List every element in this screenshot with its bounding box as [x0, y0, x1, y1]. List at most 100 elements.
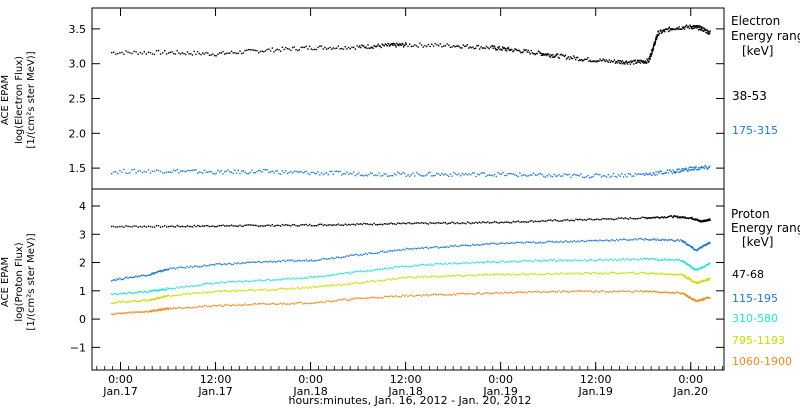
proton-point-310-580 [198, 284, 200, 287]
electron-point-38-53 [392, 44, 394, 46]
proton-point-310-580 [541, 260, 543, 262]
proton-point-310-580 [679, 260, 682, 262]
proton-point-115-195 [422, 247, 424, 249]
proton-point-47-68 [439, 222, 441, 224]
proton-point-310-580 [420, 264, 423, 266]
proton-point-115-195 [553, 241, 555, 244]
proton-point-1060-1900 [112, 314, 114, 316]
electron-point-38-53 [375, 46, 377, 48]
proton-point-1060-1900 [281, 303, 284, 305]
proton-point-310-580 [536, 260, 538, 262]
proton-point-795-1193 [319, 285, 321, 287]
electron-point-175-315 [395, 174, 397, 176]
electron-point-175-315 [519, 172, 521, 174]
electron-point-175-315 [688, 168, 690, 170]
proton-point-310-580 [669, 259, 671, 261]
electron-point-175-315 [166, 171, 168, 173]
proton-point-795-1193 [285, 288, 287, 290]
proton-point-795-1193 [244, 290, 246, 292]
electron-point-38-53 [393, 44, 395, 46]
proton-point-310-580 [195, 285, 197, 287]
proton-point-1060-1900 [420, 295, 423, 297]
proton-point-47-68 [195, 225, 197, 228]
proton-point-1060-1900 [573, 290, 575, 293]
proton-point-1060-1900 [232, 304, 234, 306]
electron-point-175-315 [266, 169, 268, 171]
proton-point-795-1193 [147, 299, 150, 302]
proton-point-795-1193 [580, 273, 582, 275]
electron-point-38-53 [351, 46, 353, 48]
proton-point-310-580 [179, 286, 182, 288]
electron-point-38-53 [537, 50, 540, 52]
proton-point-1060-1900 [334, 300, 336, 302]
proton-point-47-68 [232, 225, 234, 227]
proton-point-310-580 [662, 259, 664, 261]
proton-point-310-580 [451, 263, 453, 265]
proton-point-47-68 [117, 226, 119, 228]
electron-point-38-53 [454, 46, 456, 48]
proton-point-795-1193 [437, 276, 440, 278]
proton-point-310-580 [648, 259, 650, 261]
electron-point-175-315 [656, 174, 658, 176]
electron-point-38-53 [143, 51, 145, 53]
proton-point-795-1193 [155, 298, 157, 301]
electron-point-175-315 [544, 176, 547, 178]
proton-point-47-68 [641, 216, 643, 218]
proton-point-1060-1900 [291, 302, 294, 304]
proton-point-115-195 [375, 252, 377, 255]
proton-point-795-1193 [246, 290, 248, 292]
proton-point-795-1193 [471, 274, 474, 276]
proton-point-115-195 [655, 239, 657, 241]
proton-point-795-1193 [235, 290, 238, 292]
proton-point-115-195 [684, 241, 687, 244]
proton-point-115-195 [527, 241, 530, 243]
proton-point-47-68 [181, 225, 183, 227]
proton-point-310-580 [626, 258, 628, 260]
electron-point-38-53 [589, 59, 591, 62]
proton-point-795-1193 [222, 290, 224, 292]
proton-point-1060-1900 [436, 294, 438, 296]
electron-point-38-53 [344, 46, 346, 48]
proton-point-1060-1900 [359, 297, 362, 299]
proton-point-310-580 [585, 260, 587, 262]
proton-point-47-68 [375, 224, 377, 226]
proton-point-795-1193 [698, 281, 700, 283]
proton-point-795-1193 [544, 273, 547, 276]
electron-point-38-53 [563, 55, 566, 58]
proton-point-1060-1900 [244, 303, 246, 305]
proton-point-795-1193 [254, 290, 256, 292]
electron-point-175-315 [692, 167, 695, 169]
proton-point-795-1193 [422, 276, 424, 278]
electron-point-38-53 [509, 49, 511, 52]
proton-point-1060-1900 [346, 299, 348, 301]
electron-point-38-53 [646, 58, 648, 60]
proton-point-47-68 [644, 217, 646, 219]
proton-point-115-195 [127, 277, 129, 280]
proton-point-1060-1900 [624, 290, 626, 292]
electron-point-38-53 [402, 46, 405, 48]
proton-point-795-1193 [380, 279, 382, 282]
proton-point-1060-1900 [492, 293, 494, 295]
proton-point-115-195 [207, 265, 209, 267]
proton-point-47-68 [412, 222, 414, 225]
electron-ytick-label: 2.0 [69, 127, 87, 140]
x-axis-title: hours:minutes, Jan. 16, 2012 - Jan. 20, … [289, 394, 532, 407]
proton-point-310-580 [500, 260, 503, 262]
electron-point-38-53 [520, 52, 522, 54]
electron-point-175-315 [570, 176, 572, 179]
proton-point-795-1193 [429, 276, 431, 278]
proton-point-47-68 [300, 224, 302, 226]
proton-point-795-1193 [686, 278, 689, 280]
proton-point-795-1193 [507, 273, 509, 275]
proton-point-115-195 [395, 249, 397, 252]
proton-point-47-68 [500, 221, 503, 223]
electron-point-38-53 [619, 60, 621, 62]
proton-point-310-580 [224, 282, 226, 284]
proton-point-795-1193 [478, 274, 480, 276]
electron-point-175-315 [293, 170, 295, 173]
electron-point-38-53 [427, 43, 430, 46]
electron-point-175-315 [230, 171, 233, 173]
proton-point-1060-1900 [283, 302, 285, 305]
electron-legend-175-315: 175-315 [732, 124, 778, 137]
electron-point-38-53 [337, 45, 340, 47]
